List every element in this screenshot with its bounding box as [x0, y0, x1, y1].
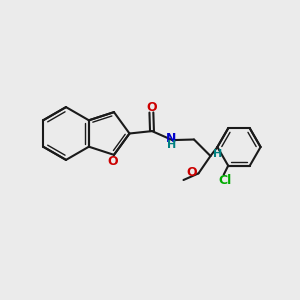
Text: N: N	[166, 132, 177, 145]
Text: Cl: Cl	[219, 174, 232, 187]
Text: O: O	[107, 155, 118, 168]
Text: H: H	[213, 148, 223, 159]
Text: H: H	[167, 140, 176, 151]
Text: O: O	[146, 101, 157, 114]
Text: O: O	[187, 166, 197, 179]
